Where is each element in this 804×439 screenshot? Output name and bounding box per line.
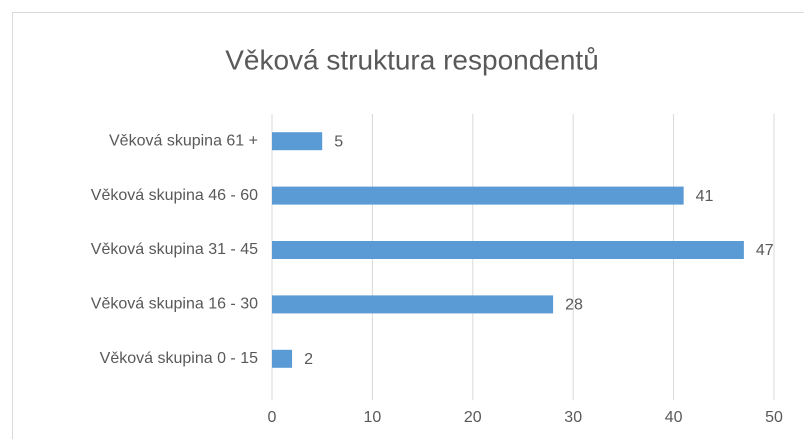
data-label: 47 [756,242,774,259]
x-tick-label: 30 [564,409,582,426]
x-tick-label: 50 [765,409,783,426]
bar [272,295,554,314]
y-tick-label: Věková skupina 46 - 60 [91,187,258,204]
y-tick-label: Věková skupina 0 - 15 [100,350,258,367]
y-tick-label: Věková skupina 61 + [109,132,258,149]
x-tick-label: 20 [464,409,482,426]
x-tick-label: 10 [364,409,382,426]
bar [272,349,293,368]
y-tick-label: Věková skupina 16 - 30 [91,296,258,313]
x-tick-label: 40 [665,409,683,426]
y-tick-label: Věková skupina 31 - 45 [91,241,258,258]
data-label: 28 [565,297,583,314]
x-tick-label: 0 [268,409,277,426]
data-label: 41 [696,188,714,205]
bar [272,132,323,151]
data-label: 5 [334,133,343,150]
bar [272,186,684,205]
bar [272,241,744,259]
chart-border [12,12,804,439]
chart-title: Věková struktura respondentů [225,44,599,75]
data-label: 2 [304,351,313,368]
